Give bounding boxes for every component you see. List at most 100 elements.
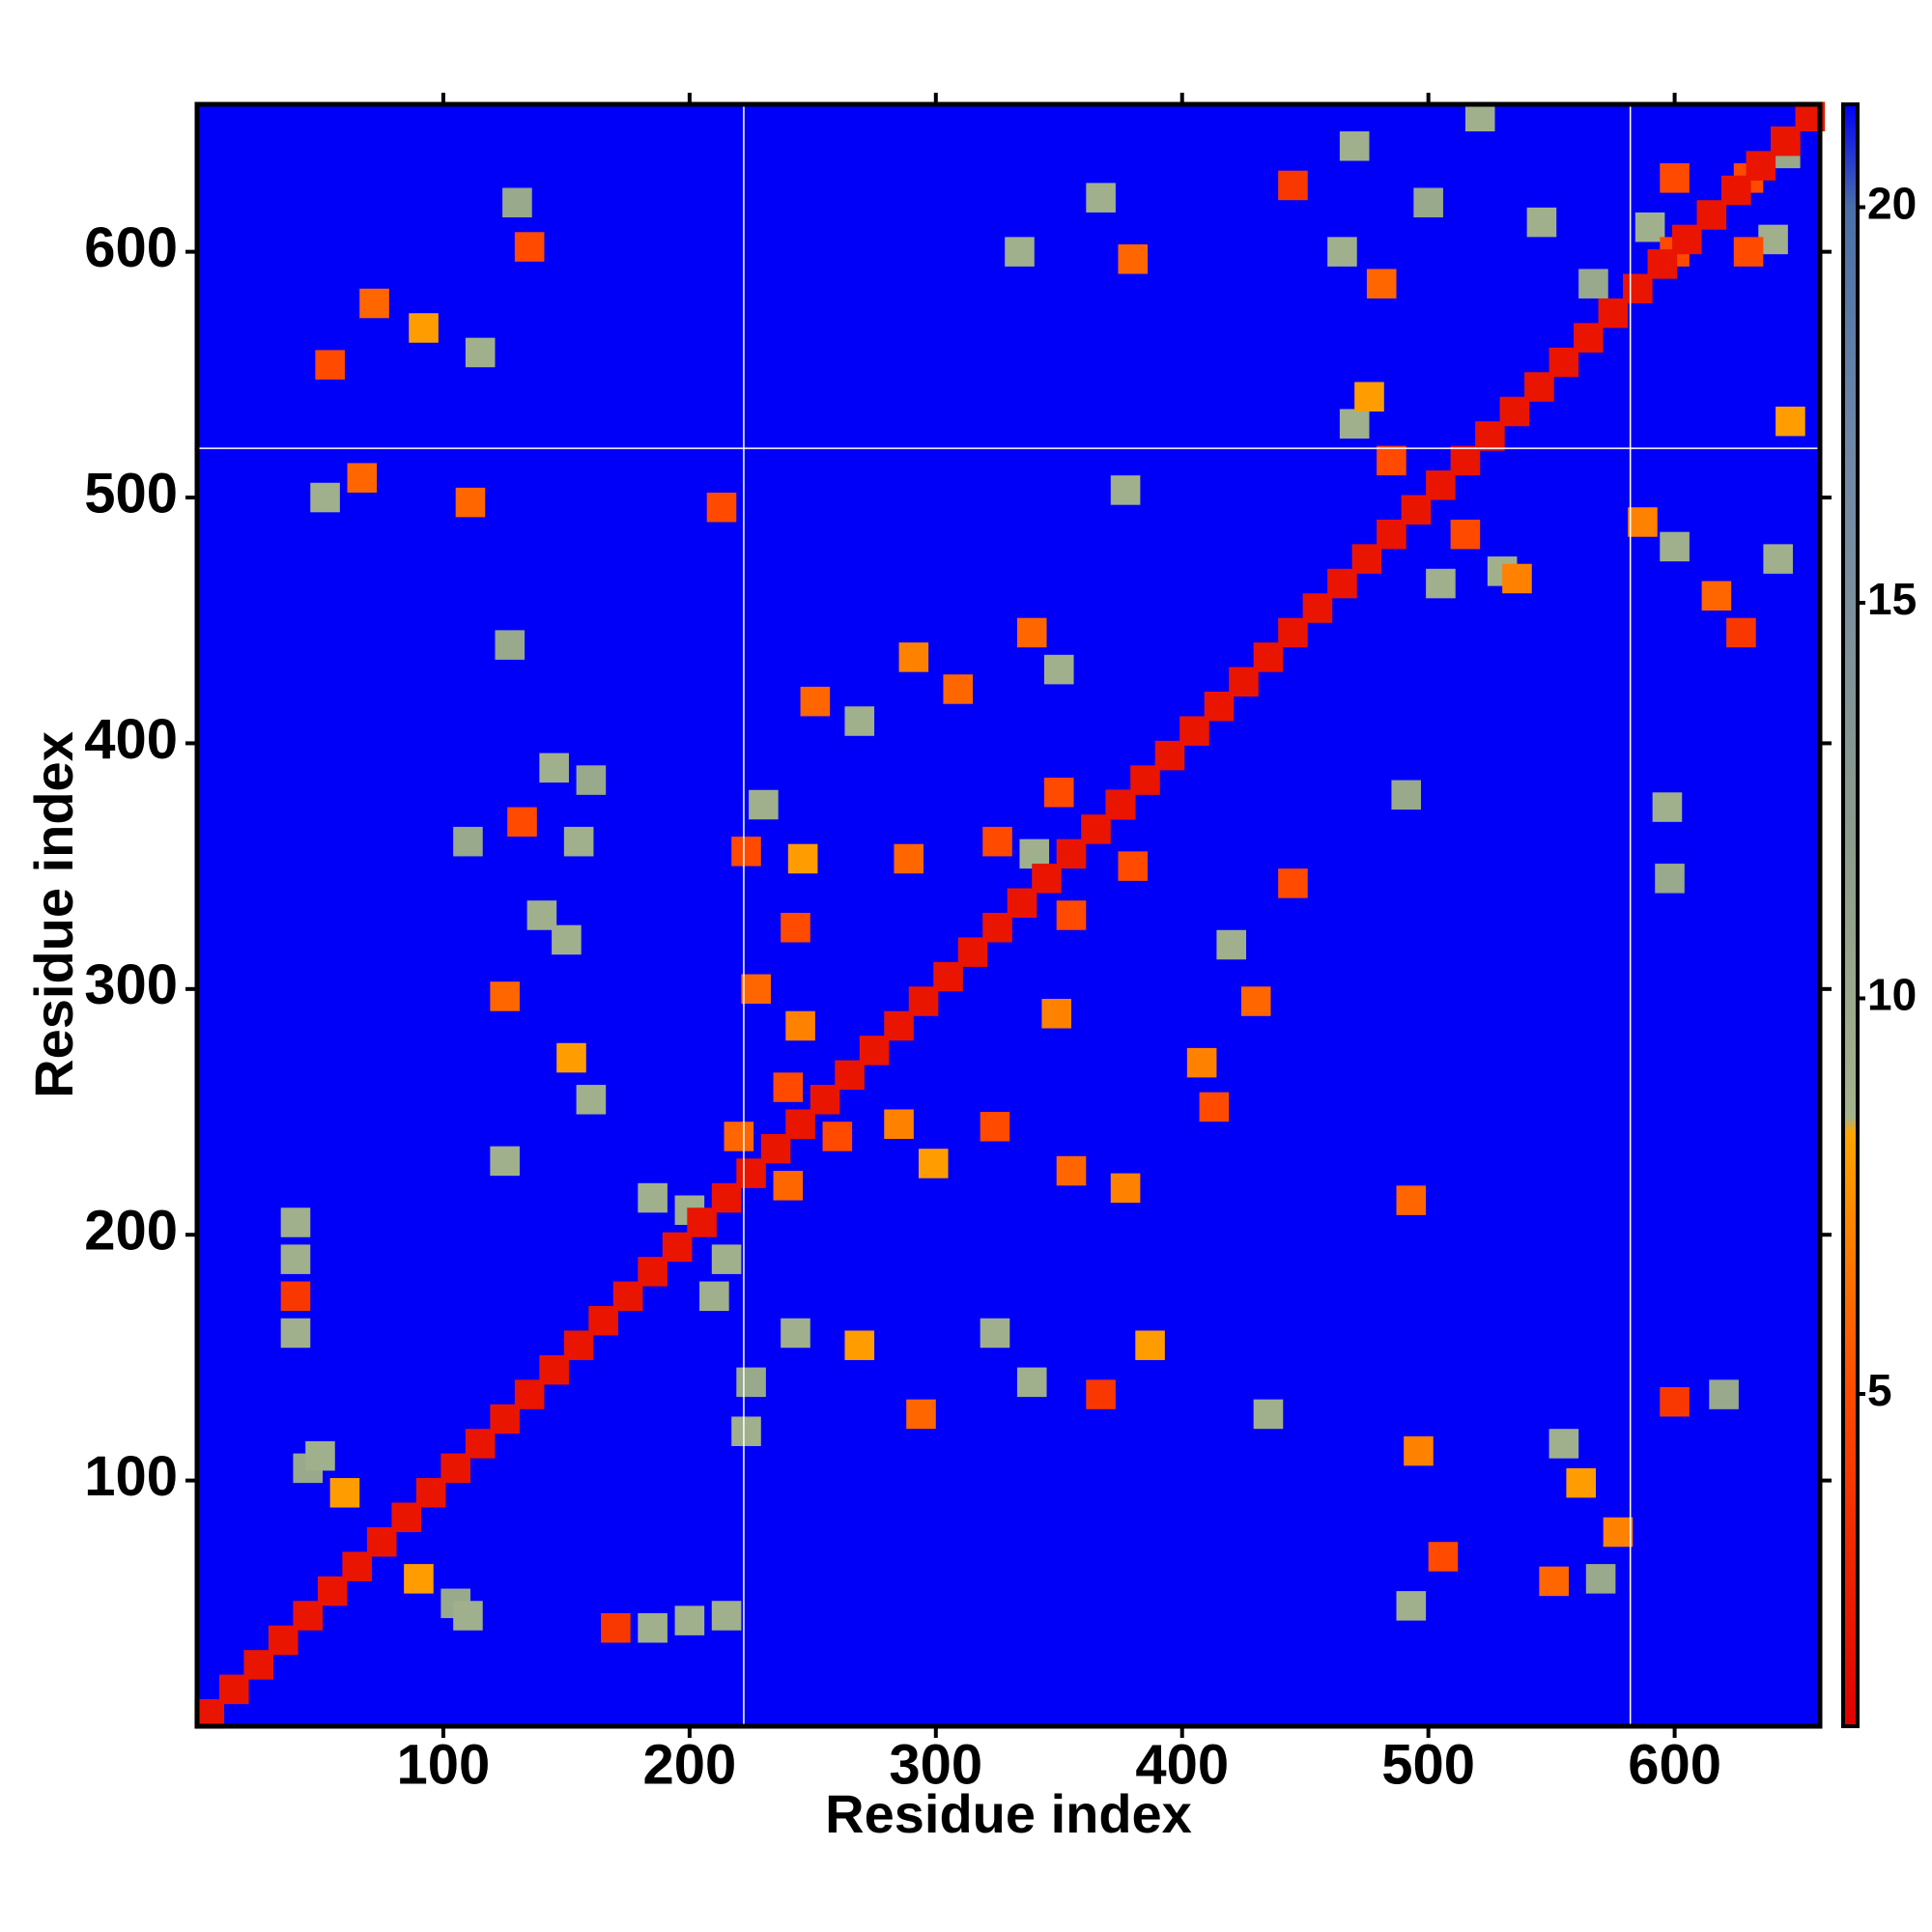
heatmap-cell — [687, 1208, 717, 1237]
heatmap-cell — [773, 1171, 804, 1201]
heatmap-cell — [1016, 617, 1047, 648]
heatmap-cell — [490, 1146, 520, 1177]
heatmap-cell — [662, 1232, 693, 1263]
heatmap-cell — [409, 313, 439, 343]
heatmap-cell — [563, 826, 594, 857]
heatmap-cell — [280, 1318, 311, 1349]
heatmap-cell — [502, 187, 532, 218]
heatmap-cell — [1566, 1467, 1597, 1498]
heatmap-cell — [1585, 1564, 1616, 1594]
colorbar-tick-label: 20 — [1867, 179, 1917, 229]
heatmap-cell — [576, 765, 607, 795]
heatmap-cell — [844, 1330, 875, 1360]
heatmap-cell — [404, 1564, 434, 1594]
heatmap-cell — [781, 912, 810, 943]
y-tick-label: 500 — [84, 462, 178, 525]
heatmap-cell — [1204, 692, 1235, 722]
heatmap-cell — [514, 232, 545, 262]
heatmap-cell — [980, 1112, 1010, 1142]
y-tick-label: 200 — [84, 1200, 178, 1263]
heatmap-cell — [280, 1281, 311, 1312]
heatmap-cell — [1776, 406, 1805, 437]
heatmap-cell — [1110, 1173, 1141, 1204]
heatmap-cell — [1041, 998, 1072, 1029]
y-tick-label: 100 — [84, 1445, 178, 1508]
y-tick-label: 300 — [84, 953, 178, 1016]
colorbar-tick-label: 5 — [1867, 1365, 1892, 1415]
heatmap-cell — [1377, 445, 1406, 476]
heatmap-cell — [1199, 1092, 1230, 1122]
heatmap-cell — [1647, 249, 1678, 279]
heatmap-cell — [507, 807, 537, 838]
heatmap-cell — [1598, 298, 1629, 328]
heatmap-cell — [787, 843, 818, 874]
x-tick-label: 500 — [1381, 1733, 1475, 1796]
heatmap-cell — [366, 1526, 397, 1557]
heatmap-cell — [1278, 170, 1308, 201]
heatmap-cell — [1005, 237, 1035, 267]
heatmap-cell — [760, 1133, 791, 1164]
heatmap-cell — [1056, 900, 1087, 930]
heatmap-cell — [539, 753, 569, 783]
heatmap-cell — [1354, 382, 1384, 412]
heatmap-cell — [731, 1416, 761, 1446]
heatmap-cell — [800, 686, 831, 717]
heatmap-cell — [1086, 183, 1116, 213]
heatmap-cell — [280, 1208, 311, 1237]
heatmap-cell — [894, 843, 924, 874]
x-tick-label: 200 — [642, 1733, 736, 1796]
x-tick-label: 600 — [1628, 1733, 1721, 1796]
heatmap-cell — [453, 826, 483, 857]
colorbar-tick-label: 15 — [1867, 574, 1917, 624]
heatmap-cell — [1216, 929, 1247, 960]
y-tick-label: 600 — [84, 216, 178, 279]
heatmap-cell — [1502, 563, 1532, 594]
heatmap-cell — [844, 706, 875, 736]
heatmap-cell — [440, 1453, 470, 1484]
heatmap-cell — [1428, 1542, 1459, 1572]
heatmap-cell — [1655, 864, 1685, 894]
heatmap-cell — [781, 1318, 810, 1349]
heatmap-cell — [1539, 1566, 1569, 1597]
heatmap-cell — [724, 1122, 754, 1151]
heatmap-cell — [785, 1010, 815, 1041]
colorbar — [1841, 102, 1860, 1728]
heatmap-cell — [1726, 617, 1756, 648]
heatmap-cell — [699, 1281, 729, 1312]
colorbar-tick-label: 10 — [1867, 970, 1917, 1020]
heatmap-cell — [711, 1182, 742, 1213]
heatmap-cell — [859, 1036, 890, 1065]
heatmap-cell — [1404, 1435, 1434, 1466]
heatmap-cell — [1526, 207, 1557, 238]
heatmap-cell — [1327, 237, 1357, 267]
heatmap-cell — [1118, 244, 1149, 274]
heatmap-cell — [455, 487, 486, 518]
heatmap-cell — [1086, 1379, 1116, 1409]
heatmap-cell — [490, 981, 520, 1011]
heatmap-cell — [918, 1149, 949, 1179]
heatmap-cell — [552, 924, 582, 955]
heatmap-cell — [711, 1244, 742, 1274]
heatmap-cell — [943, 674, 974, 704]
heatmap-cell — [514, 1379, 545, 1409]
heatmap-cell — [731, 837, 761, 867]
heatmap-cell — [1652, 792, 1683, 822]
heatmap-cell — [1709, 1379, 1739, 1409]
x-tick-label: 100 — [397, 1733, 491, 1796]
heatmap-cell — [1240, 986, 1271, 1016]
heatmap-cell — [194, 1699, 225, 1729]
heatmap-cell — [982, 826, 1012, 857]
heatmap-cell — [906, 1399, 936, 1430]
heatmap-cell — [1396, 1185, 1427, 1215]
heatmap-cell — [1043, 778, 1074, 808]
heatmap-cell — [1366, 269, 1397, 298]
heatmap-cell — [329, 1478, 360, 1508]
heatmap-cell — [1603, 1517, 1634, 1548]
heatmap-cell — [1578, 269, 1608, 298]
heatmap-cell — [822, 1122, 853, 1151]
heatmap-cell — [1016, 1367, 1047, 1398]
heatmap-cell — [1401, 495, 1432, 526]
heatmap-cell — [1660, 1386, 1690, 1417]
heatmap-cell — [980, 1318, 1010, 1349]
heatmap-cell — [1628, 507, 1658, 537]
